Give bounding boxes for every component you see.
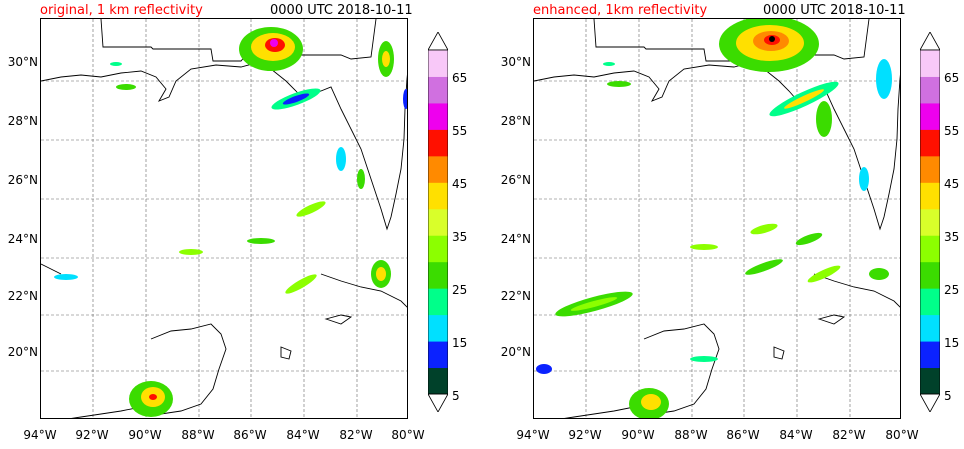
panel-title: original, 1 km reflectivity bbox=[40, 3, 203, 18]
lon-label: 86°W bbox=[726, 428, 760, 442]
colorbar-segment bbox=[920, 50, 940, 77]
panel-timestamp: 0000 UTC 2018-10-11 bbox=[270, 3, 413, 18]
panel-original: original, 1 km reflectivity 0000 UTC 201… bbox=[0, 0, 480, 449]
lat-label: 26°N bbox=[7, 173, 38, 187]
colorbar-segment bbox=[428, 367, 448, 395]
colorbar-label: 65 bbox=[452, 71, 468, 85]
colorbar-label: 35 bbox=[452, 230, 468, 244]
colorbar-label: 35 bbox=[944, 230, 960, 244]
colorbar-label: 55 bbox=[944, 124, 960, 138]
lat-label: 22°N bbox=[7, 289, 38, 303]
colorbar-segment bbox=[920, 367, 940, 395]
lon-label: 80°W bbox=[391, 428, 425, 442]
lon-label: 90°W bbox=[621, 428, 655, 442]
gridlines bbox=[41, 19, 407, 418]
colorbar-segment bbox=[920, 155, 940, 183]
colorbar-segment bbox=[428, 314, 448, 342]
colorbar-segment bbox=[428, 129, 448, 157]
colorbar-segment bbox=[920, 182, 940, 210]
colorbar-extend-min bbox=[919, 393, 941, 413]
lon-label: 82°W bbox=[832, 428, 866, 442]
colorbar-segment bbox=[428, 208, 448, 236]
coastline bbox=[534, 19, 900, 418]
colorbar-label: 25 bbox=[452, 283, 468, 297]
colorbar-scale bbox=[919, 31, 941, 413]
lat-label: 30°N bbox=[7, 55, 38, 69]
colorbar-segment bbox=[920, 341, 940, 369]
colorbar-segment bbox=[920, 129, 940, 157]
coastline bbox=[41, 19, 407, 418]
lon-label: 80°W bbox=[885, 428, 919, 442]
colorbar-label: 45 bbox=[452, 177, 468, 191]
colorbar bbox=[427, 31, 449, 416]
lat-label: 26°N bbox=[500, 173, 531, 187]
colorbar-label: 25 bbox=[944, 283, 960, 297]
lat-label: 28°N bbox=[7, 114, 38, 128]
colorbar-segment bbox=[428, 288, 448, 316]
lon-label: 88°W bbox=[181, 428, 215, 442]
colorbar-segment bbox=[920, 76, 940, 104]
reflectivity-echoes bbox=[536, 19, 892, 418]
colorbar-label: 45 bbox=[944, 177, 960, 191]
lon-label: 88°W bbox=[674, 428, 708, 442]
colorbar-label: 5 bbox=[944, 389, 952, 403]
lon-label: 90°W bbox=[128, 428, 162, 442]
colorbar-scale bbox=[427, 31, 449, 413]
colorbar-segment bbox=[428, 155, 448, 183]
lat-label: 24°N bbox=[7, 232, 38, 246]
lon-label: 84°W bbox=[286, 428, 320, 442]
lon-label: 86°W bbox=[233, 428, 267, 442]
colorbar-segment bbox=[428, 76, 448, 104]
lon-label: 82°W bbox=[339, 428, 373, 442]
lon-label: 94°W bbox=[516, 428, 550, 442]
lat-label: 20°N bbox=[7, 345, 38, 359]
panel-timestamp: 0000 UTC 2018-10-11 bbox=[763, 3, 906, 18]
colorbar-label: 15 bbox=[452, 336, 468, 350]
colorbar-segment bbox=[920, 261, 940, 289]
lat-label: 30°N bbox=[500, 55, 531, 69]
lon-label: 92°W bbox=[75, 428, 109, 442]
colorbar-segment bbox=[920, 102, 940, 130]
colorbar-segment bbox=[920, 288, 940, 316]
colorbar-label: 15 bbox=[944, 336, 960, 350]
colorbar-segment bbox=[920, 314, 940, 342]
colorbar-segment bbox=[428, 50, 448, 77]
lat-label: 24°N bbox=[500, 232, 531, 246]
panel-title: enhanced, 1km reflectivity bbox=[533, 3, 708, 18]
colorbar-segment bbox=[428, 341, 448, 369]
lat-label: 28°N bbox=[500, 114, 531, 128]
colorbar-label: 65 bbox=[944, 71, 960, 85]
colorbar-label: 55 bbox=[452, 124, 468, 138]
colorbar-label: 5 bbox=[452, 389, 460, 403]
map-canvas bbox=[534, 19, 900, 418]
gridlines bbox=[534, 19, 900, 418]
lat-label: 20°N bbox=[500, 345, 531, 359]
colorbar-extend-max bbox=[427, 31, 449, 51]
reflectivity-echoes bbox=[54, 27, 407, 417]
colorbar-segment bbox=[428, 235, 448, 263]
colorbar-extend-max bbox=[919, 31, 941, 51]
colorbar-segment bbox=[920, 208, 940, 236]
panel-enhanced: enhanced, 1km reflectivity 0000 UTC 2018… bbox=[494, 0, 964, 449]
lon-label: 84°W bbox=[779, 428, 813, 442]
lon-label: 92°W bbox=[568, 428, 602, 442]
colorbar bbox=[919, 31, 941, 416]
lon-label: 94°W bbox=[23, 428, 57, 442]
reflectivity-map bbox=[533, 18, 901, 419]
colorbar-segment bbox=[428, 261, 448, 289]
map-canvas bbox=[41, 19, 407, 418]
colorbar-extend-min bbox=[427, 393, 449, 413]
colorbar-segment bbox=[920, 235, 940, 263]
colorbar-segment bbox=[428, 182, 448, 210]
lat-label: 22°N bbox=[500, 289, 531, 303]
reflectivity-map bbox=[40, 18, 408, 419]
colorbar-segment bbox=[428, 102, 448, 130]
